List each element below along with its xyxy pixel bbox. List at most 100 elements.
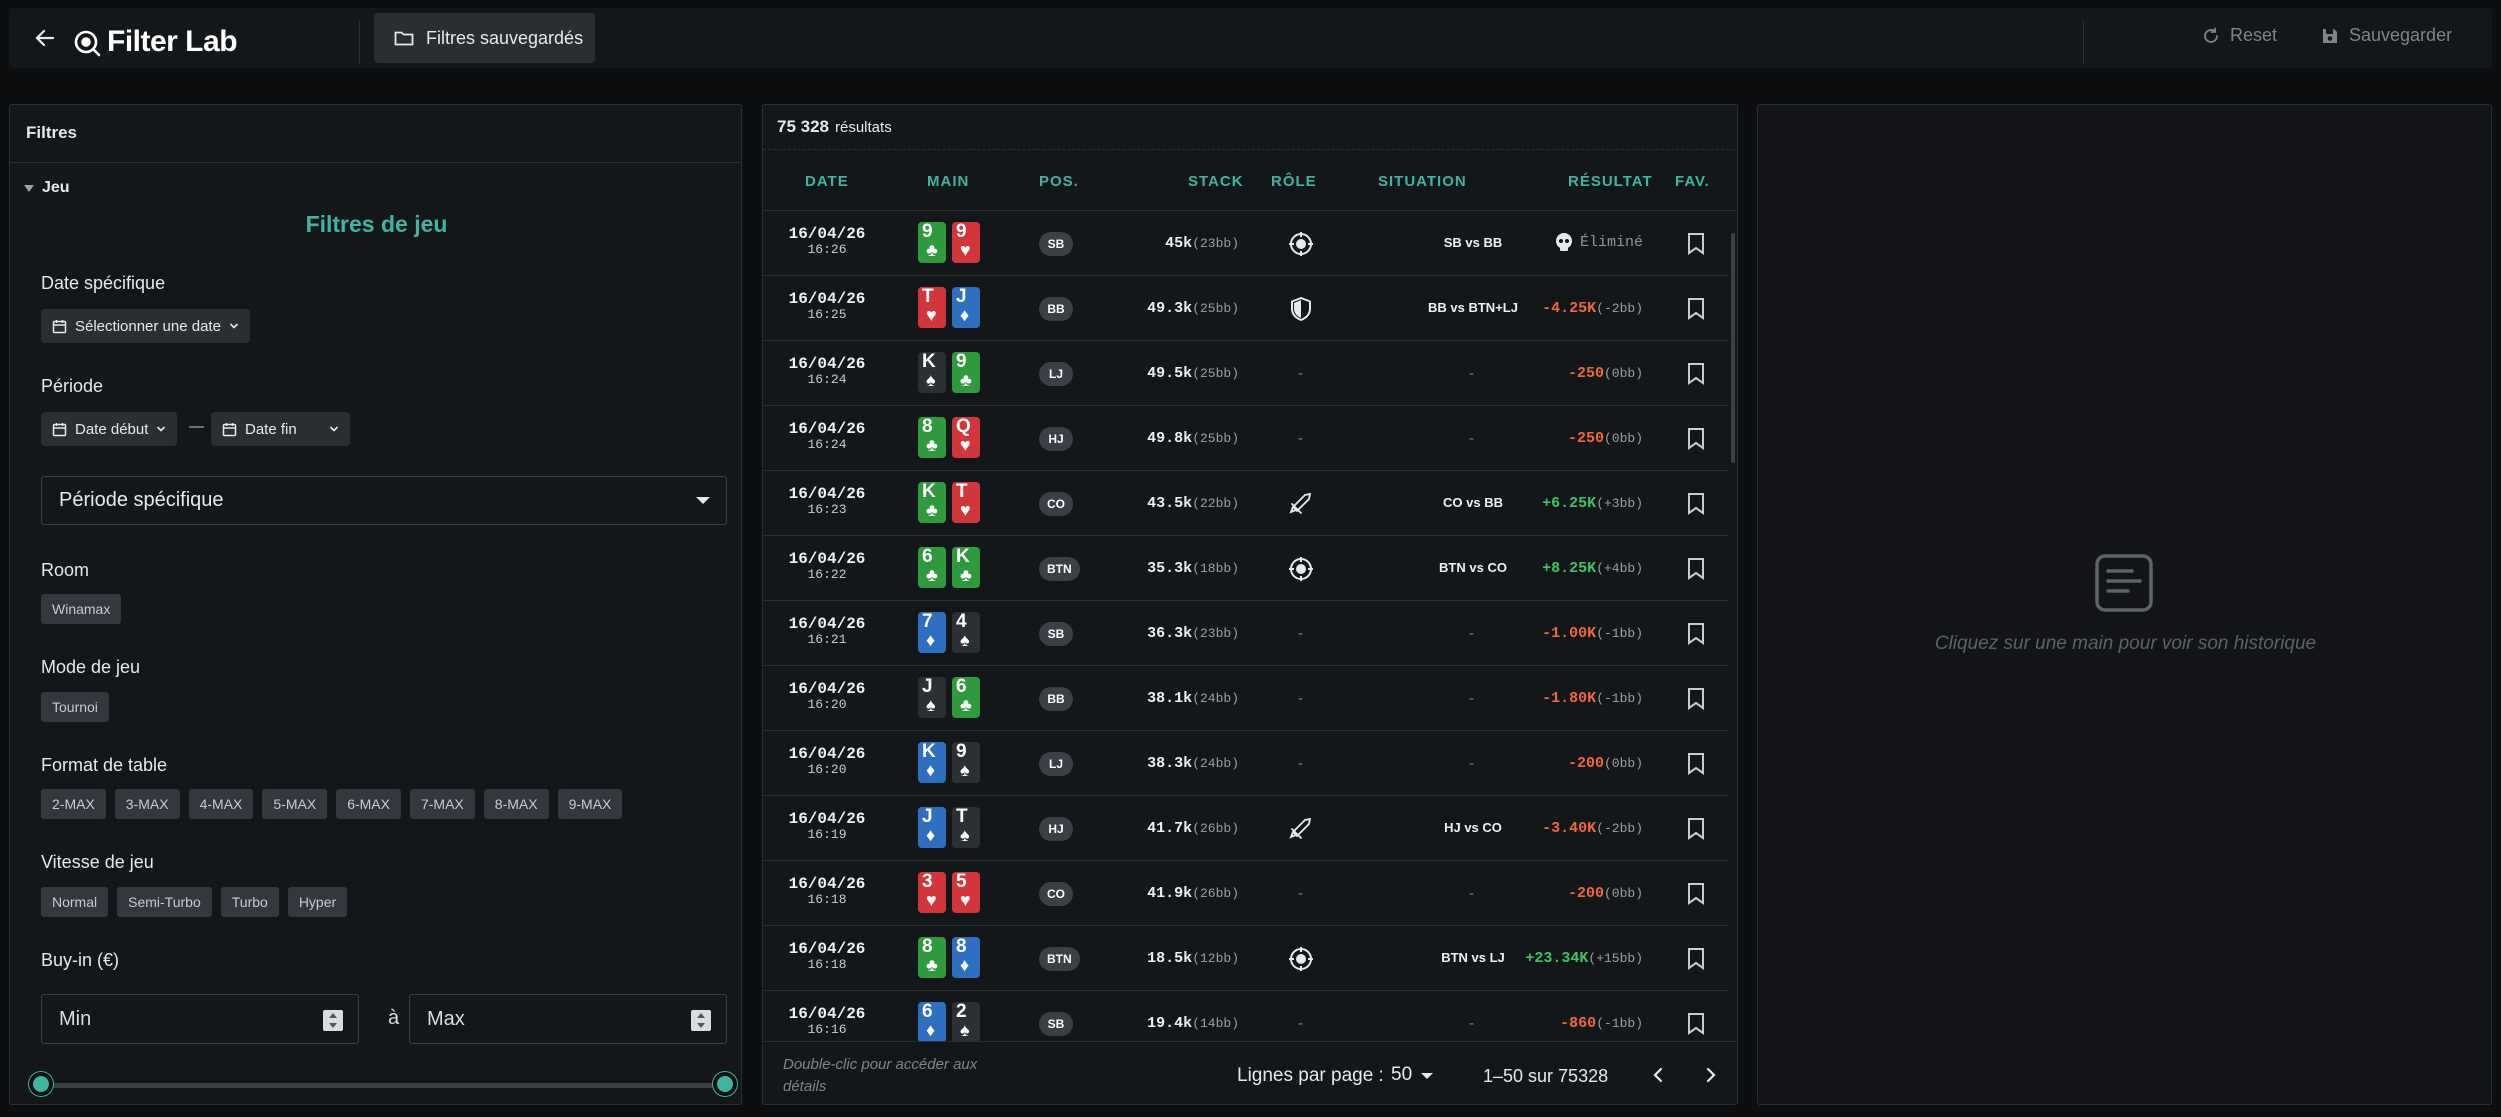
shield-icon <box>1288 296 1314 322</box>
bookmark-icon[interactable] <box>1687 622 1705 645</box>
col-favorite[interactable]: FAV. <box>1675 173 1710 190</box>
table-row[interactable]: 16/04/26 16:21 7 ♦ 4 ♠ SB 36.3k(23bb) - - -1.00K(-… <box>763 601 1729 666</box>
table-format-chip[interactable]: 6-MAX <box>336 789 401 819</box>
hand-date-day: 16/04/26 <box>788 550 866 568</box>
col-position[interactable]: POS. <box>1039 173 1079 190</box>
reset-button[interactable]: Reset <box>2202 25 2277 46</box>
stack-value: 18.5k(12bb) <box>1147 950 1239 967</box>
hand-time: 16:21 <box>807 632 847 647</box>
collapse-triangle-icon <box>24 184 34 192</box>
table-row[interactable]: 16/04/26 16:22 6 ♣ K ♣ BTN 35.3k(18bb) BTN vs CO… <box>763 536 1729 601</box>
stack-chips: 49.8k <box>1147 430 1193 447</box>
number-spinner-icon[interactable] <box>691 1010 711 1031</box>
table-row[interactable]: 16/04/26 16:16 6 ♦ 2 ♠ SB 19.4k(14bb) - - -860(-1b… <box>763 991 1729 1041</box>
specific-date-picker[interactable]: Sélectionner une date <box>41 309 250 343</box>
bookmark-icon[interactable] <box>1687 232 1705 255</box>
bookmark-icon[interactable] <box>1687 687 1705 710</box>
number-spinner-icon[interactable] <box>323 1010 343 1031</box>
refresh-icon <box>2204 27 2218 43</box>
situation-empty: - <box>1469 430 1474 447</box>
table-row[interactable]: 16/04/26 16:25 T ♥ J ♦ BB 49.3k(25bb) BB vs BTN+… <box>763 276 1729 341</box>
room-chip[interactable]: Winamax <box>41 594 122 624</box>
chevron-right-icon[interactable] <box>1697 1062 1723 1088</box>
skull-icon <box>1555 233 1572 251</box>
buyin-range-track[interactable] <box>50 1083 735 1088</box>
back-arrow-icon[interactable] <box>33 26 57 50</box>
table-scrollbar[interactable] <box>1731 233 1735 463</box>
col-date[interactable]: DATE <box>805 173 849 190</box>
buyin-max-input[interactable]: Max <box>409 994 727 1044</box>
stack-chips: 41.9k <box>1147 885 1193 902</box>
table-format-chip[interactable]: 9-MAX <box>557 789 623 819</box>
stack-chips: 49.5k <box>1147 365 1193 382</box>
table-format-chip[interactable]: 3-MAX <box>114 789 180 819</box>
table-row[interactable]: 16/04/26 16:23 K ♣ T ♥ CO 43.5k(22bb) CO vs BB +6… <box>763 471 1729 536</box>
table-format-chip[interactable]: 2-MAX <box>41 789 106 819</box>
specific-date-value: Sélectionner une date <box>75 317 221 335</box>
stack-value: 49.5k(25bb) <box>1147 365 1239 382</box>
table-row[interactable]: 16/04/26 16:24 K ♠ 9 ♣ LJ 49.5k(25bb) - - -250(0bb… <box>763 341 1729 406</box>
hand-date-day: 16/04/26 <box>788 615 866 633</box>
game-mode-chip[interactable]: Tournoi <box>41 692 109 722</box>
bookmark-icon[interactable] <box>1687 1012 1705 1035</box>
bookmark-icon[interactable] <box>1687 817 1705 840</box>
table-row[interactable]: 16/04/26 16:20 K ♦ 9 ♠ LJ 38.3k(24bb) - - -200(0bb… <box>763 731 1729 796</box>
game-speed-chip[interactable]: Semi-Turbo <box>117 887 212 917</box>
game-section-toggle[interactable]: Jeu <box>24 179 70 197</box>
game-speed-chip[interactable]: Hyper <box>287 887 348 917</box>
col-result[interactable]: RÉSULTAT <box>1568 173 1653 190</box>
situation-empty: - <box>1469 365 1474 382</box>
result-value: -200(0bb) <box>1568 885 1643 902</box>
stack-value: 38.3k(24bb) <box>1147 755 1239 772</box>
table-format-chip[interactable]: 8-MAX <box>483 789 549 819</box>
stack-bb: (26bb) <box>1192 886 1239 901</box>
bookmark-icon[interactable] <box>1687 492 1705 515</box>
result-value: -200(0bb) <box>1568 755 1643 772</box>
table-row[interactable]: 16/04/26 16:26 9 ♣ 9 ♥ SB 45k(23bb) SB vs BB Élim… <box>763 211 1729 276</box>
col-stack[interactable]: STACK <box>1188 173 1244 190</box>
bookmark-icon[interactable] <box>1687 752 1705 775</box>
buyin-min-input[interactable]: Min <box>41 994 359 1044</box>
result-chips: -200 <box>1567 885 1604 902</box>
table-row[interactable]: 16/04/26 16:24 8 ♣ Q ♥ HJ 49.8k(25bb) - - -250(0bb… <box>763 406 1729 471</box>
date-start-picker[interactable]: Date début <box>41 412 178 446</box>
col-hand[interactable]: MAIN <box>927 173 970 190</box>
bookmark-icon[interactable] <box>1687 362 1705 385</box>
table-row[interactable]: 16/04/26 16:20 J ♠ 6 ♣ BB 38.1k(24bb) - - -1.80K(-… <box>763 666 1729 731</box>
saved-filters-button[interactable]: Filtres sauvegardés <box>374 13 595 63</box>
bookmark-icon[interactable] <box>1687 882 1705 905</box>
table-row[interactable]: 16/04/26 16:18 3 ♥ 5 ♥ CO 41.9k(26bb) - - -200(0bb… <box>763 861 1729 926</box>
sword-icon <box>1288 816 1314 842</box>
table-format-chip[interactable]: 4-MAX <box>188 789 254 819</box>
chevron-down-icon[interactable] <box>1421 1073 1433 1079</box>
game-speed-chip[interactable]: Turbo <box>220 887 279 917</box>
table-format-chip[interactable]: 7-MAX <box>409 789 475 819</box>
col-situation[interactable]: SITUATION <box>1378 173 1467 190</box>
stack-chips: 35.3k <box>1147 560 1193 577</box>
stack-chips: 41.7k <box>1147 820 1193 837</box>
card-rank: 8 <box>956 936 967 957</box>
date-end-picker[interactable]: Date fin <box>211 412 350 446</box>
game-speed-chip[interactable]: Normal <box>41 887 109 917</box>
result-bb: (-2bb) <box>1596 821 1643 836</box>
game-mode-chips: Tournoi <box>41 692 109 722</box>
bookmark-icon[interactable] <box>1687 427 1705 450</box>
col-role[interactable]: RÔLE <box>1271 173 1317 190</box>
bookmark-icon[interactable] <box>1687 947 1705 970</box>
period-select[interactable]: Période spécifique <box>41 476 727 525</box>
buyin-range-min-handle[interactable] <box>29 1072 53 1096</box>
table-row[interactable]: 16/04/26 16:18 8 ♣ 8 ♦ BTN 18.5k(12bb) BTN vs LJ… <box>763 926 1729 991</box>
playing-card: J ♠ <box>918 677 946 718</box>
buyin-range-max-handle[interactable] <box>713 1072 737 1096</box>
bookmark-icon[interactable] <box>1687 297 1705 320</box>
table-format-chip[interactable]: 5-MAX <box>262 789 328 819</box>
situation-empty: - <box>1469 690 1474 707</box>
chevron-left-icon[interactable] <box>1646 1062 1672 1088</box>
rows-per-page-select[interactable]: 50 <box>1391 1064 1413 1085</box>
position-badge: BTN <box>1039 947 1080 971</box>
suit-icon: ♠ <box>926 370 936 390</box>
table-row[interactable]: 16/04/26 16:19 J ♦ T ♠ HJ 41.7k(26bb) HJ vs CO -3… <box>763 796 1729 861</box>
bookmark-icon[interactable] <box>1687 557 1705 580</box>
save-button[interactable]: Sauvegarder <box>2321 25 2452 46</box>
stack-value: 49.8k(25bb) <box>1147 430 1239 447</box>
